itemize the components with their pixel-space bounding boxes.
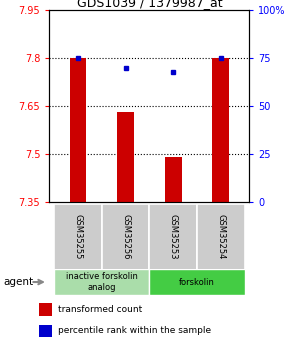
Bar — [70, 58, 86, 202]
Bar — [54, 269, 149, 295]
Bar — [165, 157, 182, 202]
Bar — [149, 204, 197, 271]
Text: agent: agent — [3, 277, 33, 287]
Text: GSM35253: GSM35253 — [169, 215, 178, 260]
Text: GSM35256: GSM35256 — [121, 215, 130, 260]
Bar — [39, 303, 52, 316]
Bar — [149, 269, 245, 295]
Text: percentile rank within the sample: percentile rank within the sample — [58, 326, 211, 335]
Bar — [117, 112, 134, 202]
Text: transformed count: transformed count — [58, 305, 143, 314]
Text: GSM35254: GSM35254 — [216, 215, 225, 260]
Bar — [213, 58, 229, 202]
Title: GDS1039 / 1379987_at: GDS1039 / 1379987_at — [77, 0, 222, 9]
Text: forskolin: forskolin — [179, 277, 215, 287]
Bar — [102, 204, 149, 271]
Bar — [39, 325, 52, 337]
Text: inactive forskolin
analog: inactive forskolin analog — [66, 272, 138, 292]
Bar — [197, 204, 245, 271]
Text: GSM35255: GSM35255 — [73, 215, 82, 260]
Bar — [54, 204, 102, 271]
